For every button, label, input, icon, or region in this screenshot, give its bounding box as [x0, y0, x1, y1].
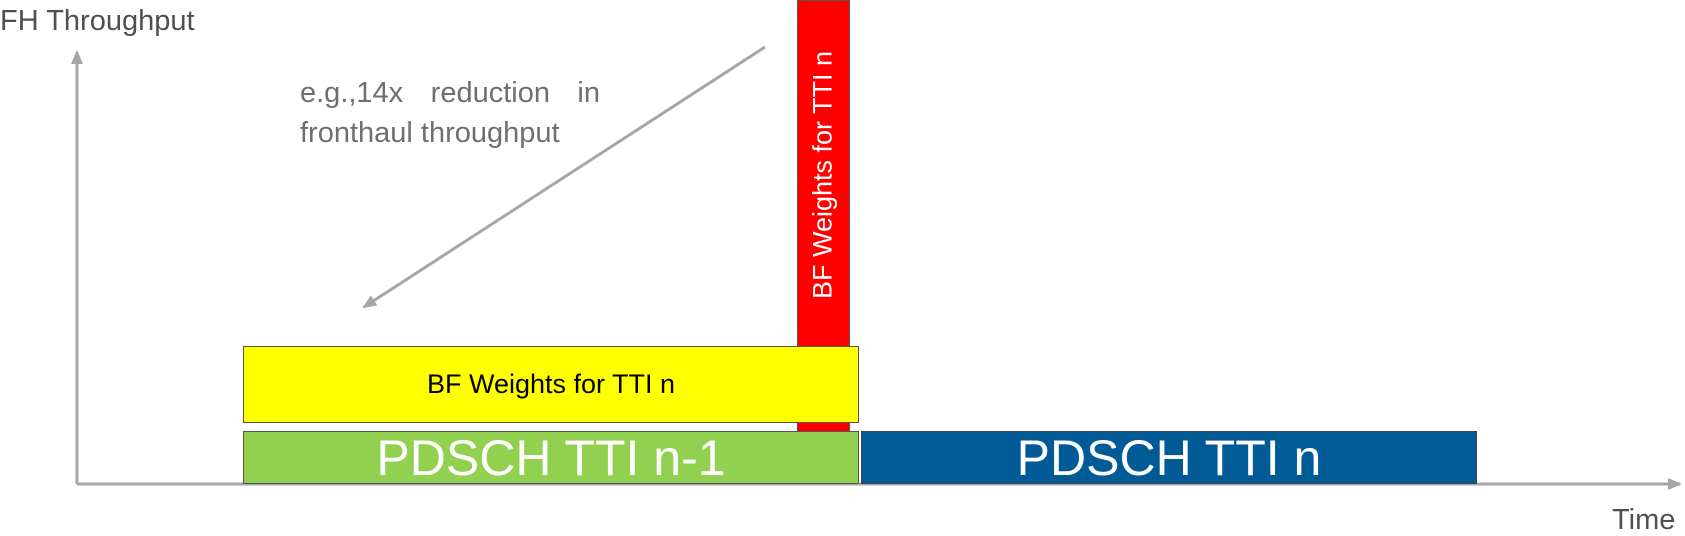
pdsch-tti-n-label: PDSCH TTI n [1016, 429, 1322, 486]
pdsch-tti-n-block: PDSCH TTI n [861, 429, 1477, 486]
annotation-line-1: e.g.,14x reduction in [300, 77, 600, 109]
bf-weights-red-label: BF Weights for TTI n [807, 50, 838, 300]
bf-weights-yellow-block: BF Weights for TTI n [243, 346, 859, 423]
bf-weights-yellow-label: BF Weights for TTI n [426, 369, 676, 399]
y-axis-label: FH Throughput [0, 5, 195, 37]
reduction-annotation: e.g.,14x reduction in fronthaul throughp… [300, 73, 600, 153]
x-axis-label: Time [1612, 504, 1676, 536]
reduction-arrow [362, 45, 766, 309]
annotation-line-2: fronthaul throughput [300, 117, 560, 149]
pdsch-tti-n-minus-1-label: PDSCH TTI n-1 [376, 429, 726, 486]
pdsch-tti-n-minus-1-block: PDSCH TTI n-1 [243, 429, 859, 486]
